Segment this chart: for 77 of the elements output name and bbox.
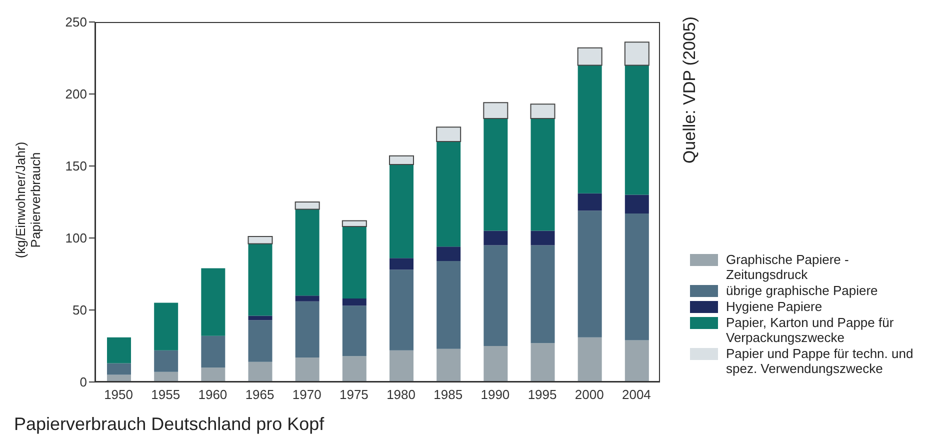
x-tick-label: 1950 (104, 387, 134, 402)
x-tick-label: 1975 (339, 387, 368, 402)
bar (248, 362, 272, 382)
bar (295, 358, 320, 382)
bar (530, 230, 555, 246)
bar (201, 336, 226, 368)
y-axis-title: (kg/Einwohner/Jahr) Papierverbrauch (13, 142, 43, 258)
bar (578, 337, 602, 382)
bar (577, 47, 602, 66)
bar (389, 155, 414, 166)
bar (578, 193, 602, 211)
x-tick-label: 1980 (386, 387, 416, 402)
x-tick-label: 1955 (151, 387, 180, 402)
bar (342, 298, 366, 306)
legend-label: Papier und Pappe für techn. und spez. Verwendungszwecke (726, 346, 914, 376)
bar (530, 104, 556, 119)
y-tick-label: 0 (80, 374, 87, 390)
bar (530, 118, 555, 231)
x-tick-label: 2000 (574, 387, 604, 402)
bar (624, 42, 650, 66)
x-tick-label: 2004 (622, 387, 651, 402)
bar (484, 118, 508, 231)
bar (342, 220, 367, 227)
x-tick-label: 1990 (480, 387, 510, 402)
bar (530, 245, 555, 344)
x-tick-label: 1965 (245, 387, 274, 402)
bar (107, 337, 131, 364)
bar (390, 164, 414, 258)
bar (483, 102, 508, 119)
bar (436, 142, 461, 247)
bar (201, 368, 226, 382)
bar (436, 348, 461, 382)
y-tick-label: 150 (65, 158, 87, 174)
source-note: Quelle: VDP (2005) (680, 16, 700, 164)
y-tick-label: 200 (65, 86, 87, 102)
legend-label: übrige graphische Papiere (726, 283, 879, 298)
bar (436, 126, 462, 142)
bar (295, 209, 320, 296)
bar (342, 226, 366, 298)
x-tick-label: 1995 (528, 387, 557, 402)
y-tick-label: 250 (65, 14, 87, 30)
y-tick-label: 100 (65, 230, 87, 246)
bar (624, 194, 649, 214)
bar (624, 340, 649, 382)
y-tick-label: 50 (72, 302, 87, 318)
bar (248, 320, 272, 362)
bar (624, 214, 649, 340)
bar (201, 268, 226, 336)
bar (578, 210, 602, 338)
bar (624, 65, 649, 195)
bar (154, 350, 178, 372)
bar (484, 245, 508, 346)
bar (154, 302, 178, 350)
bar (578, 65, 602, 194)
bar (248, 244, 272, 316)
bar (436, 246, 461, 262)
x-tick-label: 1960 (198, 387, 228, 402)
text: Papierverbrauch Deutschland pro Kopf (14, 414, 324, 435)
bar (342, 356, 366, 382)
legend-label: Papier, Karton und Pappe für Verpackungszwecke (726, 315, 895, 345)
bar (390, 350, 414, 382)
bar (390, 270, 414, 350)
legend-label: Hygiene Papiere (726, 299, 824, 314)
bar (484, 346, 508, 382)
bar (484, 230, 508, 246)
bar (248, 316, 272, 320)
bar (295, 296, 320, 302)
bar (107, 363, 131, 375)
x-tick-label: 1970 (292, 387, 322, 402)
bar (295, 301, 320, 358)
bar (436, 261, 461, 349)
bar (530, 343, 555, 382)
bar (342, 306, 366, 356)
bar (294, 202, 320, 210)
bar (248, 236, 273, 244)
bar (390, 258, 414, 270)
x-tick-label: 1985 (434, 387, 463, 402)
